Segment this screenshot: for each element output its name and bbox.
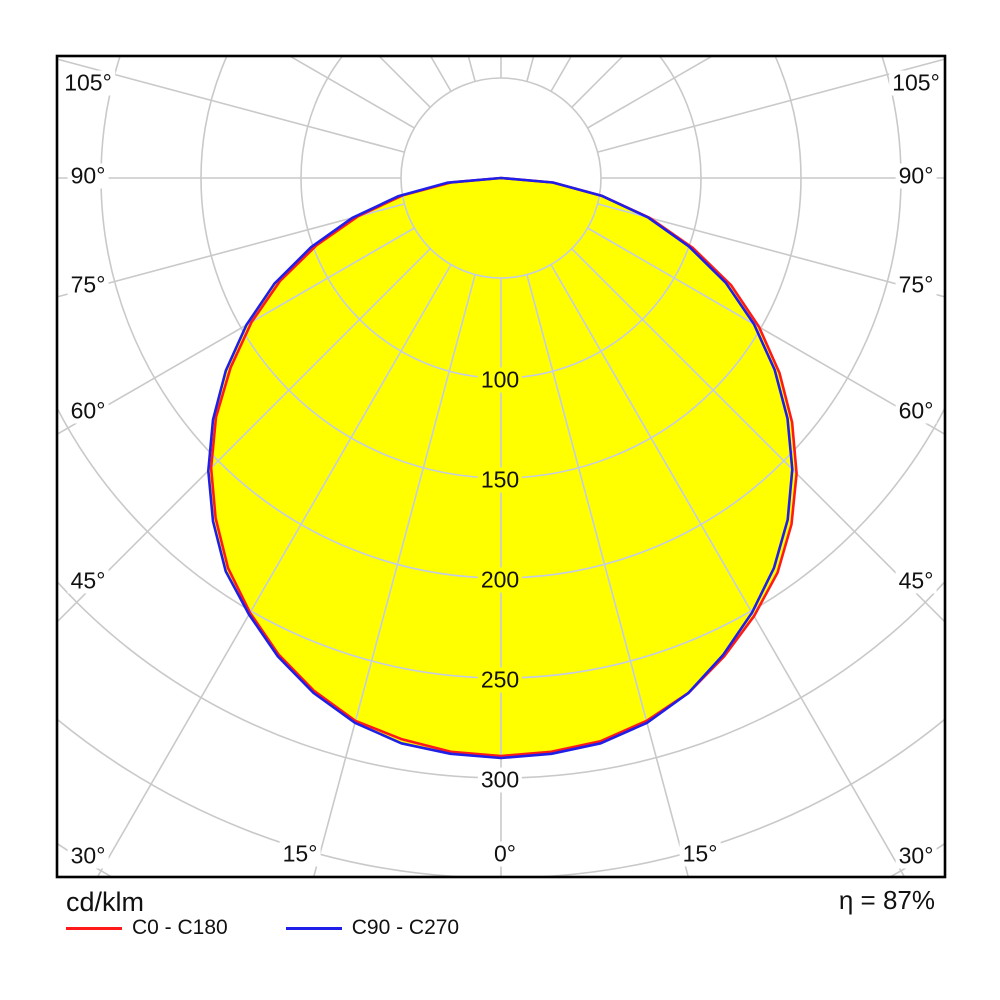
efficiency-label: η = 87% [838,885,935,915]
intensity-curve-c0-c180 [209,176,798,758]
legend: C0 - C180 C90 - C270 [66,916,517,940]
units-label: cd/klm [66,887,145,917]
legend-item-c90-c270: C90 - C270 [285,916,460,940]
legend-label-c0-c180: C0 - C180 [132,916,228,939]
legend-line-red-icon [66,926,122,930]
legend-item-c0-c180: C0 - C180 [66,916,228,940]
plot-border [55,54,947,879]
legend-line-blue-icon [285,926,342,930]
intensity-curve-c90-c270 [207,176,794,760]
legend-label-c90-c270: C90 - C270 [351,916,460,939]
